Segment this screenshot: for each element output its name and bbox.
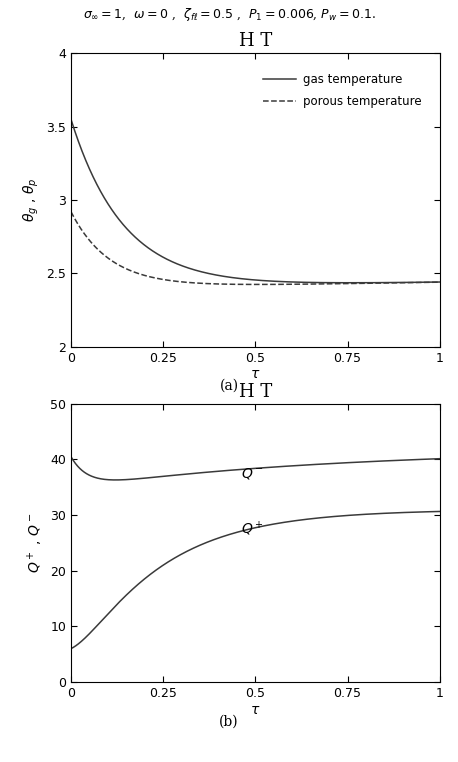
- gas temperature: [231, 273, 236, 282]
- Y-axis label: $\theta_g$ , $\theta_p$: $\theta_g$ , $\theta_p$: [22, 178, 41, 223]
- Y-axis label: $Q^+$ , $Q^-$: $Q^+$ , $Q^-$: [25, 513, 44, 573]
- porous temperature: [218, 280, 223, 289]
- X-axis label: $\tau$: $\tau$: [250, 367, 261, 381]
- gas temperature: [218, 271, 223, 280]
- Text: $Q^-$: $Q^-$: [240, 466, 263, 481]
- gas temperature: [356, 278, 362, 287]
- gas temperature: [68, 115, 74, 124]
- Text: (b): (b): [219, 715, 239, 728]
- Title: H T: H T: [239, 33, 272, 50]
- gas temperature: [437, 277, 442, 287]
- gas temperature: [363, 278, 368, 287]
- porous temperature: [322, 280, 327, 289]
- Text: (a): (a): [219, 379, 239, 392]
- Line: porous temperature: porous temperature: [71, 212, 440, 284]
- Text: $Q^+$: $Q^+$: [240, 520, 263, 538]
- porous temperature: [231, 280, 236, 289]
- gas temperature: [106, 200, 111, 210]
- X-axis label: $\tau$: $\tau$: [250, 703, 261, 716]
- porous temperature: [356, 279, 362, 288]
- Line: gas temperature: gas temperature: [71, 120, 440, 283]
- Text: $\sigma_\infty = 1$,  $\omega = 0$ ,  $\zeta_{f\ell} = 0.5$ ,  $P_1 = 0.006$, $P: $\sigma_\infty = 1$, $\omega = 0$ , $\ze…: [82, 6, 376, 23]
- porous temperature: [68, 207, 74, 216]
- porous temperature: [363, 279, 368, 288]
- porous temperature: [106, 254, 111, 263]
- gas temperature: [348, 278, 353, 287]
- Title: H T: H T: [239, 383, 272, 401]
- porous temperature: [255, 280, 261, 289]
- gas temperature: [322, 278, 327, 287]
- porous temperature: [437, 277, 442, 287]
- Legend: gas temperature, porous temperature: gas temperature, porous temperature: [258, 68, 426, 113]
